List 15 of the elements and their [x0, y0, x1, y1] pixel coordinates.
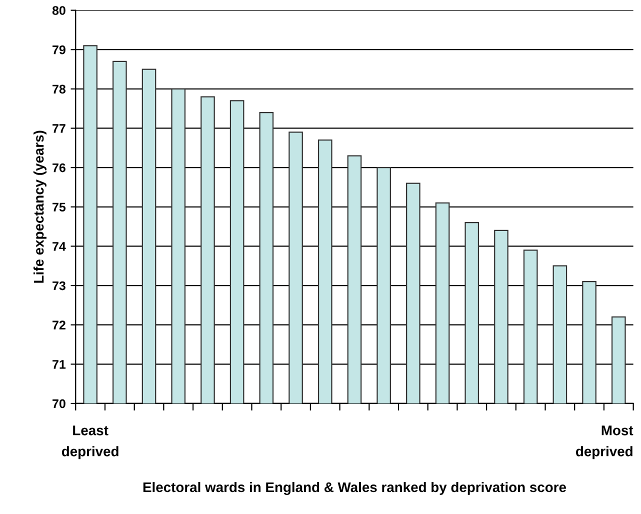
y-tick-label: 75: [52, 202, 66, 212]
y-tick-label: 77: [52, 124, 66, 133]
y-tick-label: 70: [52, 399, 66, 408]
y-tick-label: 80: [52, 6, 66, 15]
y-axis-title: Life expectancy (years): [34, 130, 46, 283]
y-tick-label: 74: [52, 242, 66, 251]
y-tick-label: 79: [52, 45, 66, 54]
x-tick-label: Most deprived: [576, 426, 634, 460]
y-tick-label: 72: [52, 320, 66, 330]
x-tick-label: Least deprived: [62, 426, 118, 460]
y-tick-label: 71: [52, 360, 66, 369]
y-tick-label: 76: [52, 163, 66, 172]
x-axis-title: Electoral wards in England & Wales ranked by deprivation score: [143, 482, 566, 495]
y-tick-label: 73: [52, 281, 66, 290]
y-tick-label: 78: [52, 84, 66, 94]
